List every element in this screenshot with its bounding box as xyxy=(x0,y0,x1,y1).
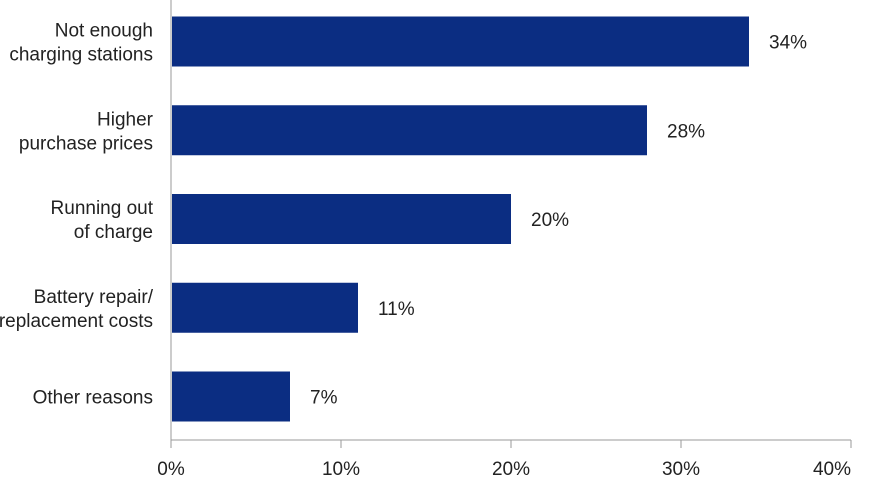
bar xyxy=(172,17,749,67)
bar xyxy=(172,283,358,333)
x-tick-label: 20% xyxy=(492,459,530,480)
value-label: 11% xyxy=(378,299,415,320)
value-label: 7% xyxy=(310,388,338,409)
category-label-line: purchase prices xyxy=(19,133,153,154)
category-label-line: Other reasons xyxy=(33,388,153,409)
value-label: 20% xyxy=(531,210,569,231)
category-label: Running out of charge xyxy=(51,198,154,243)
bar xyxy=(172,194,511,244)
category-label-line: Higher xyxy=(97,109,154,130)
x-tick-label: 40% xyxy=(813,459,851,480)
x-tick-label: 0% xyxy=(157,459,185,480)
bar xyxy=(172,372,290,422)
category-label-line: Battery repair/ xyxy=(34,287,154,308)
x-tick-label: 30% xyxy=(662,459,700,480)
category-label-line: charging stations xyxy=(9,45,153,66)
bar xyxy=(172,105,647,155)
value-label: 34% xyxy=(769,33,807,54)
category-label-line: Not enough xyxy=(55,21,153,42)
value-label: 28% xyxy=(667,121,705,142)
category-label: Battery repair/replacement costs xyxy=(0,287,154,332)
category-label-line: Running out xyxy=(51,198,154,219)
category-label-line: of charge xyxy=(74,222,153,243)
category-label: Other reasons xyxy=(33,388,153,409)
category-label: Not enough charging stations xyxy=(9,21,153,66)
category-label-line: replacement costs xyxy=(0,311,153,332)
x-tick-label: 10% xyxy=(322,459,360,480)
category-label: Higher purchase prices xyxy=(19,109,154,154)
